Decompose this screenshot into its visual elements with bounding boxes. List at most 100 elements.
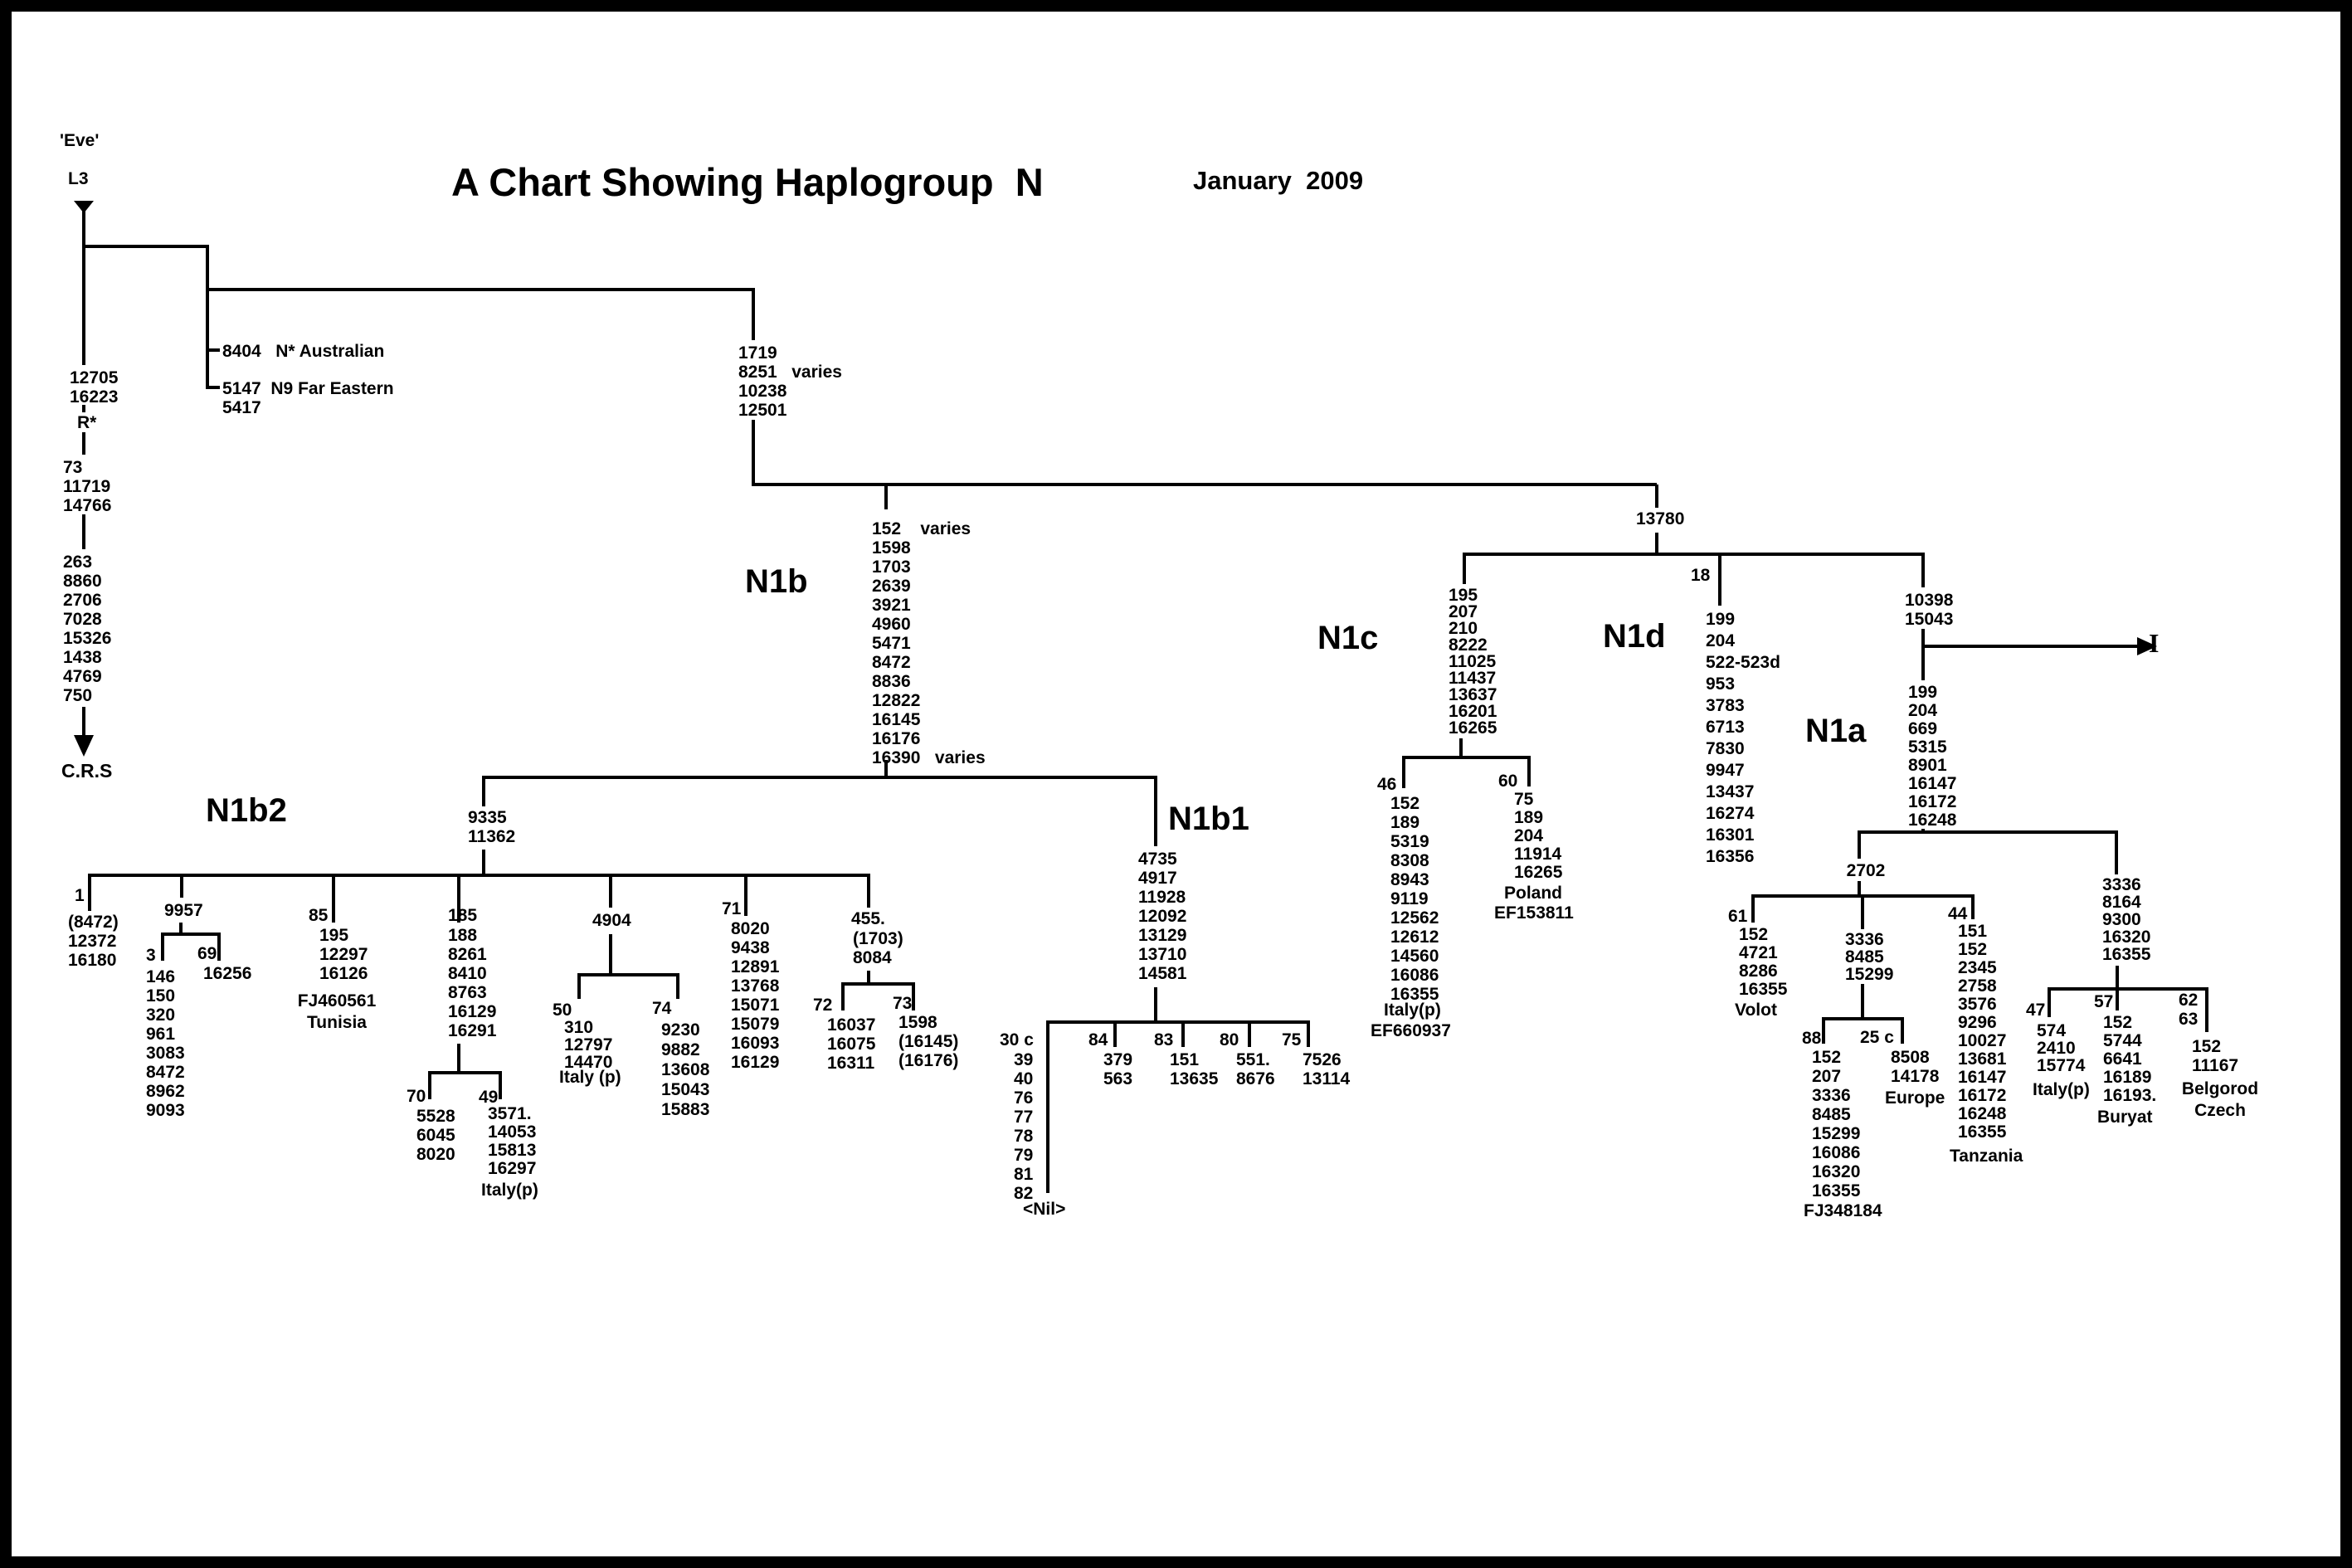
- node50-label: 50: [553, 1001, 572, 1020]
- node2702-label: 2702: [1846, 861, 1886, 880]
- node85-mutations: 195 12297 16126: [319, 926, 368, 983]
- node44-region: Tanzania: [1950, 1147, 2023, 1166]
- node57-region: Buryat: [2097, 1108, 2153, 1127]
- n1d-label: N1d: [1603, 618, 1666, 655]
- bar-n1b-children: [482, 776, 1157, 846]
- n1a-label: N1a: [1805, 713, 1867, 749]
- node70-mutations: 5528 6045 8020: [416, 1107, 455, 1164]
- i-branch-label: I: [2149, 628, 2160, 658]
- n-star-australian: 8404 N* Australian: [222, 342, 385, 361]
- l3-label: L3: [68, 169, 89, 188]
- crs-mutations: 263 8860 2706 7028 15326 1438 4769 750: [63, 553, 112, 705]
- node62-63-mutations: 152 11167: [2192, 1037, 2239, 1075]
- page-title: A Chart Showing Haplogroup N: [451, 160, 1044, 204]
- node83-label: 83: [1154, 1030, 1174, 1049]
- n1b-mutations: 152 varies 1598 1703 2639 3921 4960 5471 8472 88…: [872, 519, 986, 767]
- bar-50-74: [577, 973, 679, 999]
- node88-mutations: 152 207 3336 8485 15299 16086 16320 16355: [1812, 1048, 1861, 1200]
- node9957-label: 9957: [164, 901, 203, 920]
- n1a-root-mutations: 10398 15043: [1905, 591, 1954, 629]
- node25c-mutations: 8508 14178: [1891, 1048, 1940, 1086]
- node88-sample: FJ348184: [1804, 1201, 1882, 1220]
- n1b-label: N1b: [745, 563, 808, 600]
- bar-n1b2-children: [88, 874, 870, 911]
- bar-72-73: [841, 982, 915, 1010]
- root-mutations: 12705 16223: [70, 368, 119, 407]
- n1c-label: N1c: [1317, 620, 1379, 656]
- node60-sample: EF153811: [1494, 903, 1574, 923]
- branch-n-long: [207, 288, 755, 340]
- node83-mutations: 151 13635: [1170, 1050, 1219, 1088]
- crs-arrowhead: [74, 735, 94, 757]
- node47-mutations: 574 2410 15774: [2037, 1021, 2086, 1075]
- node85-label: 85: [309, 906, 329, 925]
- bar-13780-children: [1463, 553, 1925, 587]
- n9-far-eastern: 5147 N9 Far Eastern 5417: [222, 379, 394, 417]
- node3-mutations: 146 150 320 961 3083 8472 8962 9093: [146, 967, 185, 1120]
- node30c-label: 30 c: [1000, 1030, 1034, 1049]
- node30c-mutations: 39 40 76 77 78 79 81 82: [1014, 1050, 1034, 1203]
- node62-63-label: 62 63: [2179, 991, 2199, 1029]
- bar-n-children: [752, 420, 1657, 486]
- n1b1-mutations: 4735 4917 11928 12092 13129 13710 14581: [1138, 850, 1187, 983]
- node1-mutations: (8472) 12372 16180: [68, 913, 119, 970]
- node69-label: 69: [197, 944, 217, 963]
- n1c-mutations: 195 207 210 8222 11025 11437 13637 16201 16265: [1449, 586, 1497, 738]
- node49-label: 49: [479, 1088, 499, 1107]
- node61-label: 61: [1728, 907, 1748, 926]
- node84-mutations: 379 563: [1103, 1050, 1133, 1088]
- node49-region: Italy(p): [481, 1181, 538, 1200]
- node80-mutations: 551. 8676: [1236, 1050, 1275, 1088]
- node185-label: 185: [448, 906, 478, 925]
- r-mutations: 73 11719 14766: [63, 458, 112, 515]
- node185-mutations: 188 8261 8410 8763 16129 16291: [448, 926, 497, 1040]
- bar-n1a-children: [1858, 830, 2118, 874]
- bar-46-60: [1402, 756, 1531, 788]
- node46-mutations: 152 189 5319 8308 8943 9119 12562 12612 14560 160…: [1390, 794, 1439, 1004]
- i-arrowhead: [2137, 637, 2157, 655]
- node49-mutations: 3571. 14053 15813 16297: [488, 1104, 537, 1178]
- rstar-label: R*: [77, 413, 97, 432]
- node50-mutations: 310 12797 14470: [564, 1018, 613, 1072]
- bar-n1b1-children: [1046, 1020, 1310, 1193]
- page-date: January 2009: [1193, 166, 1364, 195]
- node75-mutations: 7526 13114: [1303, 1050, 1351, 1088]
- node46-region: Italy(p): [1384, 1001, 1441, 1020]
- node70-label: 70: [407, 1087, 426, 1106]
- node3336b-mutations: 3336 8164 9300 16320 16355: [2102, 875, 2151, 964]
- bar-3336b-children: [2048, 987, 2208, 1032]
- node74-mutations: 9230 9882 13608 15043 15883: [661, 1020, 710, 1119]
- bar-70-49: [428, 1071, 502, 1099]
- node71-mutations: 8020 9438 12891 13768 15071 15079 16093 16129: [731, 919, 780, 1072]
- tree-root-triangle: [74, 201, 94, 213]
- n1d-mutations: 199 204 522-523d 953 3783 6713 7830 9947 13437 16…: [1706, 610, 1780, 866]
- node60-region: Poland: [1504, 884, 1563, 903]
- node74-label: 74: [652, 999, 672, 1018]
- node72-label: 72: [813, 996, 833, 1015]
- node3-label: 3: [146, 946, 156, 965]
- n1b1-label: N1b1: [1168, 801, 1249, 837]
- node88-label: 88: [1802, 1029, 1822, 1048]
- node85-sample: FJ460561 Tunisia: [297, 991, 377, 1032]
- node3336a-mutations: 3336 8485 15299: [1845, 930, 1894, 984]
- node455-label: 455.: [851, 909, 885, 928]
- n1b2-mutations: 9335 11362: [468, 808, 516, 846]
- node46-label: 46: [1377, 775, 1397, 794]
- crs-label: C.R.S: [61, 760, 113, 782]
- bar-88-25c: [1822, 1017, 1904, 1044]
- n1a-mutations: 199 204 669 5315 8901 16147 16172 16248: [1908, 683, 1957, 830]
- node73-label: 73: [893, 994, 913, 1013]
- node60-label: 60: [1498, 772, 1518, 791]
- node62-63-region: Belgorod Czech: [2181, 1079, 2259, 1120]
- node46-sample: EF660937: [1371, 1021, 1451, 1040]
- node84-label: 84: [1088, 1030, 1108, 1049]
- n-root-mutations: 1719 8251 varies 10238 12501: [738, 343, 842, 420]
- node71-label: 71: [722, 899, 742, 918]
- node80-label: 80: [1220, 1030, 1239, 1049]
- node47-label: 47: [2026, 1001, 2046, 1020]
- node25c-region: Europe: [1885, 1088, 1945, 1108]
- node4904-label: 4904: [592, 911, 631, 930]
- branch-n-root: [84, 245, 220, 389]
- node57-mutations: 152 5744 6641 16189 16193.: [2103, 1013, 2157, 1105]
